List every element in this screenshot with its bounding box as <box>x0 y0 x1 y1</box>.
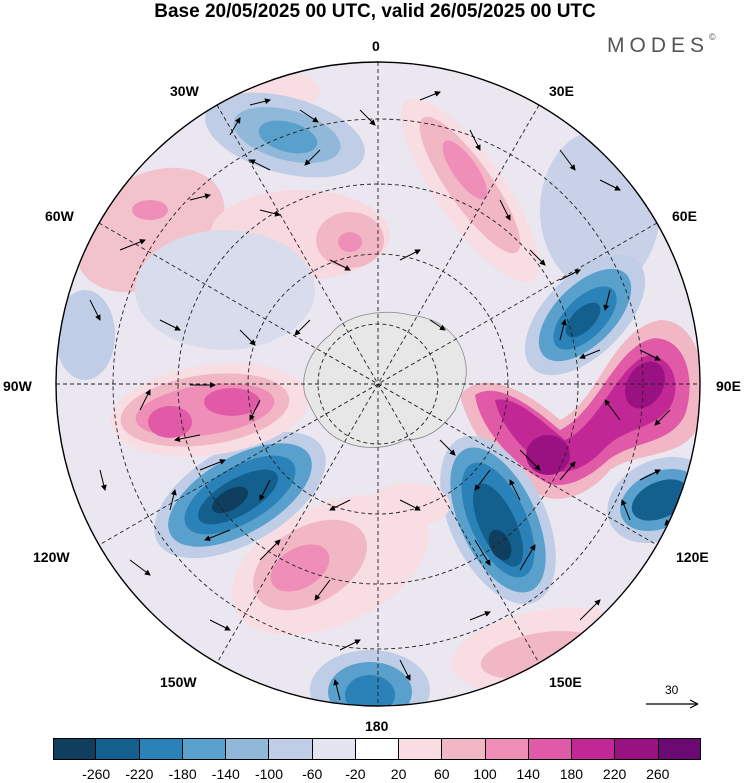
colorbar-swatch <box>528 738 573 760</box>
polar-map <box>55 61 701 707</box>
lon-label-150e: 150E <box>549 674 582 690</box>
colorbar-swatch <box>442 738 486 760</box>
lon-label-90w: 90W <box>3 378 32 394</box>
chart-title: Base 20/05/2025 00 UTC, valid 26/05/2025… <box>154 1 596 22</box>
colorbar-swatch <box>226 738 270 760</box>
colorbar-tick-label: 260 <box>646 766 670 782</box>
lon-label-60e: 60E <box>672 208 697 224</box>
lon-label-60w: 60W <box>45 208 74 224</box>
colorbar-swatch <box>485 738 529 760</box>
lon-label-120e: 120E <box>676 549 709 565</box>
colorbar-tick-label: 20 <box>390 766 407 782</box>
graticule <box>56 62 700 706</box>
colorbar-swatch <box>139 738 183 760</box>
colorbar-swatch <box>312 738 356 760</box>
lon-label-30w: 30W <box>170 83 199 99</box>
colorbar-swatch <box>53 738 97 760</box>
brand-logo: MODES© <box>607 32 716 58</box>
brand-mark: © <box>709 32 716 42</box>
colorbar-tick-label: 220 <box>602 766 627 782</box>
anomaly-east-antarctic-high <box>526 435 570 475</box>
colorbar-swatch <box>572 738 616 760</box>
reference-vector-arrow <box>646 699 699 709</box>
colorbar-tick-label: -180 <box>168 766 197 782</box>
colorbar-swatch <box>269 738 313 760</box>
colorbar-tick-label: 100 <box>473 766 497 782</box>
colorbar-tick-label: -140 <box>211 766 240 782</box>
colorbar-swatch <box>658 738 701 760</box>
colorbar-swatch <box>615 738 659 760</box>
colorbar <box>53 738 701 760</box>
colorbar-tick-label: -220 <box>125 766 154 782</box>
colorbar-tick-label: -60 <box>302 766 323 782</box>
reference-vector-label: 30 <box>665 683 679 697</box>
colorbar-tick-label: -100 <box>254 766 284 782</box>
lon-label-150w: 150W <box>160 674 197 690</box>
wind-vectors <box>89 91 681 706</box>
colorbar-tick-label: 60 <box>434 766 450 782</box>
lon-label-90e: 90E <box>716 378 741 394</box>
lon-label-0: 0 <box>372 38 380 54</box>
colorbar-swatch <box>182 738 227 760</box>
colorbar-swatch <box>355 738 400 760</box>
map-boundary <box>55 61 701 707</box>
brand-name: MODES <box>607 34 710 57</box>
colorbar-tick-label: 180 <box>559 766 584 782</box>
colorbar-frame <box>53 738 701 760</box>
colorbar-tick-label: 140 <box>516 766 540 782</box>
colorbar-swatch <box>399 738 443 760</box>
lon-label-30e: 30E <box>549 83 574 99</box>
lon-label-180: 180 <box>365 718 389 734</box>
lon-label-120w: 120W <box>33 549 70 565</box>
antarctica-landmass <box>303 312 467 448</box>
colorbar-tick-label: -260 <box>82 766 111 782</box>
colorbar-swatch <box>96 738 140 760</box>
colorbar-tick-label: -20 <box>345 766 366 782</box>
